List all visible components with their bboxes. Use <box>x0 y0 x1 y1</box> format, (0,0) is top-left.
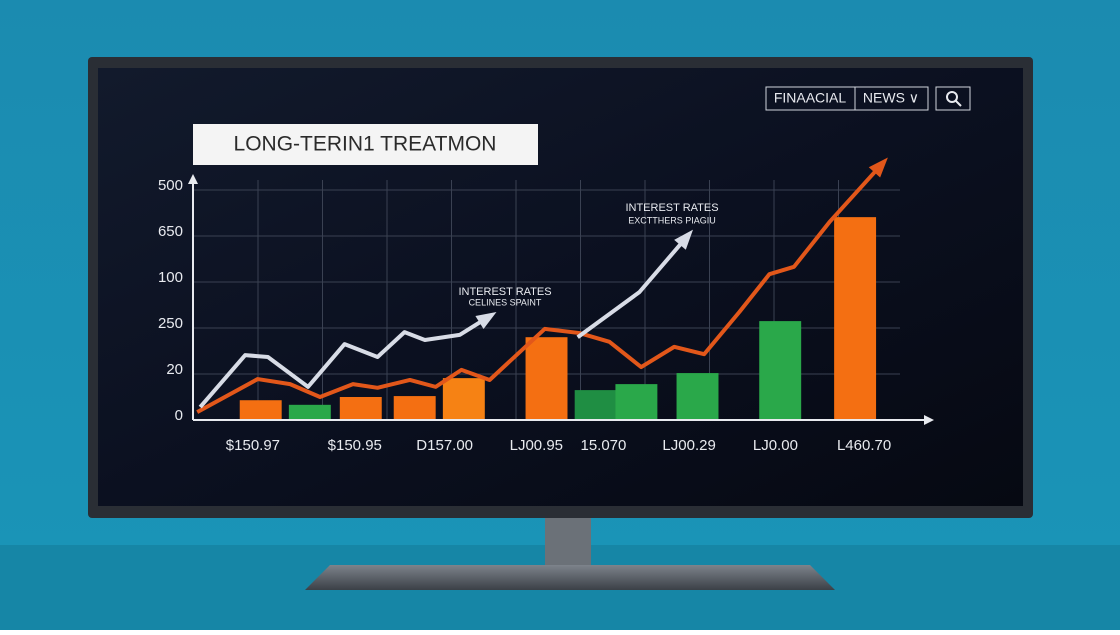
nav-menu[interactable]: NEWS ∨ <box>863 90 919 106</box>
y-tick-label: 0 <box>175 407 183 424</box>
x-tick-label: D157.00 <box>416 437 473 454</box>
x-tick-label: LJ00.95 <box>510 437 563 454</box>
bar <box>339 397 382 420</box>
search-icon <box>946 91 958 103</box>
x-tick-label: $150.95 <box>328 437 382 454</box>
plot: 0 20 250 100 650 500 $150.97 $150.95 D157.00 LJ00… <box>158 157 934 454</box>
bar <box>239 400 282 420</box>
x-tick-label: 15.070 <box>580 437 626 454</box>
bar <box>834 217 877 420</box>
nav-brand[interactable]: FINAACIAL <box>774 90 847 106</box>
nav-box <box>765 86 929 111</box>
y-tick-label: 650 <box>158 223 183 240</box>
bar <box>759 321 802 420</box>
x-tick-label: LJ00.29 <box>662 437 715 454</box>
y-tick-label: 20 <box>166 361 183 378</box>
bar <box>442 378 485 420</box>
search-button[interactable] <box>935 86 971 111</box>
bar <box>393 396 436 420</box>
y-tick-label: 500 <box>158 177 183 194</box>
bar <box>615 384 658 420</box>
y-axis-arrow <box>188 174 198 184</box>
stand-base <box>305 565 835 590</box>
stand-neck <box>545 515 591 565</box>
x-tick-label: LJ0.00 <box>753 437 798 454</box>
x-tick-label: L460.70 <box>837 437 891 454</box>
arrow-head <box>868 157 888 178</box>
annotation: EXCTTHERS PIAGIU <box>628 215 716 225</box>
annotation: CELINES SPAINT <box>469 297 542 307</box>
line <box>196 160 886 414</box>
bar <box>676 373 719 420</box>
y-tick-label: 100 <box>158 269 183 286</box>
arrow-head <box>475 311 497 330</box>
chart-title: LONG-TERIN1 TREATMON <box>234 133 497 156</box>
line <box>198 232 691 409</box>
x-tick-label: $150.97 <box>226 437 280 454</box>
title-box <box>193 124 538 165</box>
bar <box>525 337 568 420</box>
annotation: INTEREST RATES <box>625 202 718 214</box>
bar <box>574 390 617 420</box>
x-axis-arrow <box>924 415 934 425</box>
annotation: INTEREST RATES <box>458 286 551 298</box>
y-tick-label: 250 <box>158 315 183 332</box>
search-box <box>935 86 971 111</box>
search-icon-handle <box>955 100 962 107</box>
arrow-head <box>674 229 694 250</box>
bar <box>288 404 331 420</box>
